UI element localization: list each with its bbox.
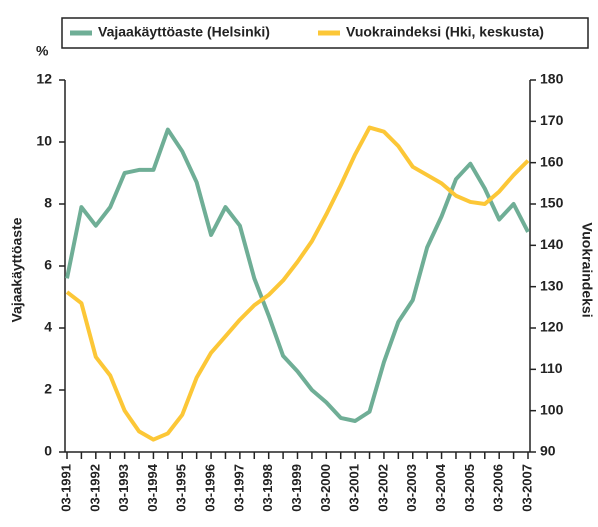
y-tick-label: 2 — [44, 381, 52, 397]
series-line — [65, 125, 530, 442]
y2-tick-label: 150 — [540, 195, 564, 211]
y2-axis-title: Vuokraindeksi — [579, 222, 595, 317]
y2-tick-label: 120 — [540, 319, 564, 335]
y2-tick-label: 90 — [540, 443, 556, 459]
series-line — [65, 127, 530, 423]
y-unit: % — [36, 43, 49, 59]
y2-tick-label: 140 — [540, 236, 564, 252]
y-tick-label: 8 — [44, 195, 52, 211]
y-tick-label: 12 — [36, 71, 52, 87]
x-tick-label: 03-1994 — [145, 463, 160, 511]
legend-label: Vajaakäyttöaste (Helsinki) — [98, 24, 270, 40]
x-tick-label: 03-2000 — [318, 464, 333, 512]
x-tick-label: 03-2007 — [519, 464, 534, 512]
y-tick-label: 0 — [44, 443, 52, 459]
x-tick-label: 03-2006 — [491, 464, 506, 512]
y-tick-label: 10 — [36, 133, 52, 149]
y-axis-title: Vajaakäyttöaste — [9, 217, 25, 322]
x-tick-label: 03-1991 — [58, 464, 73, 512]
x-tick-label: 03-1999 — [289, 464, 304, 512]
x-tick-label: 03-1996 — [203, 464, 218, 512]
y-tick-label: 4 — [44, 319, 52, 335]
x-tick-label: 03-2002 — [375, 464, 390, 512]
x-tick-label: 03-2001 — [347, 464, 362, 512]
x-tick-label: 03-1997 — [231, 464, 246, 512]
x-tick-label: 03-2003 — [404, 464, 419, 512]
x-tick-label: 03-1998 — [260, 464, 275, 512]
y-tick-label: 6 — [44, 257, 52, 273]
y2-tick-label: 180 — [540, 71, 564, 87]
legend-label: Vuokraindeksi (Hki, keskusta) — [346, 24, 544, 40]
y2-tick-label: 100 — [540, 401, 564, 417]
x-tick-label: 03-1993 — [116, 464, 131, 512]
y2-tick-label: 160 — [540, 153, 564, 169]
x-tick-label: 03-2004 — [433, 463, 448, 511]
y2-tick-label: 170 — [540, 112, 564, 128]
x-tick-label: 03-1992 — [87, 464, 102, 512]
x-tick-label: 03-1995 — [174, 464, 189, 512]
x-tick-label: 03-2005 — [462, 464, 477, 512]
y2-tick-label: 110 — [540, 360, 563, 376]
y2-tick-label: 130 — [540, 277, 564, 293]
